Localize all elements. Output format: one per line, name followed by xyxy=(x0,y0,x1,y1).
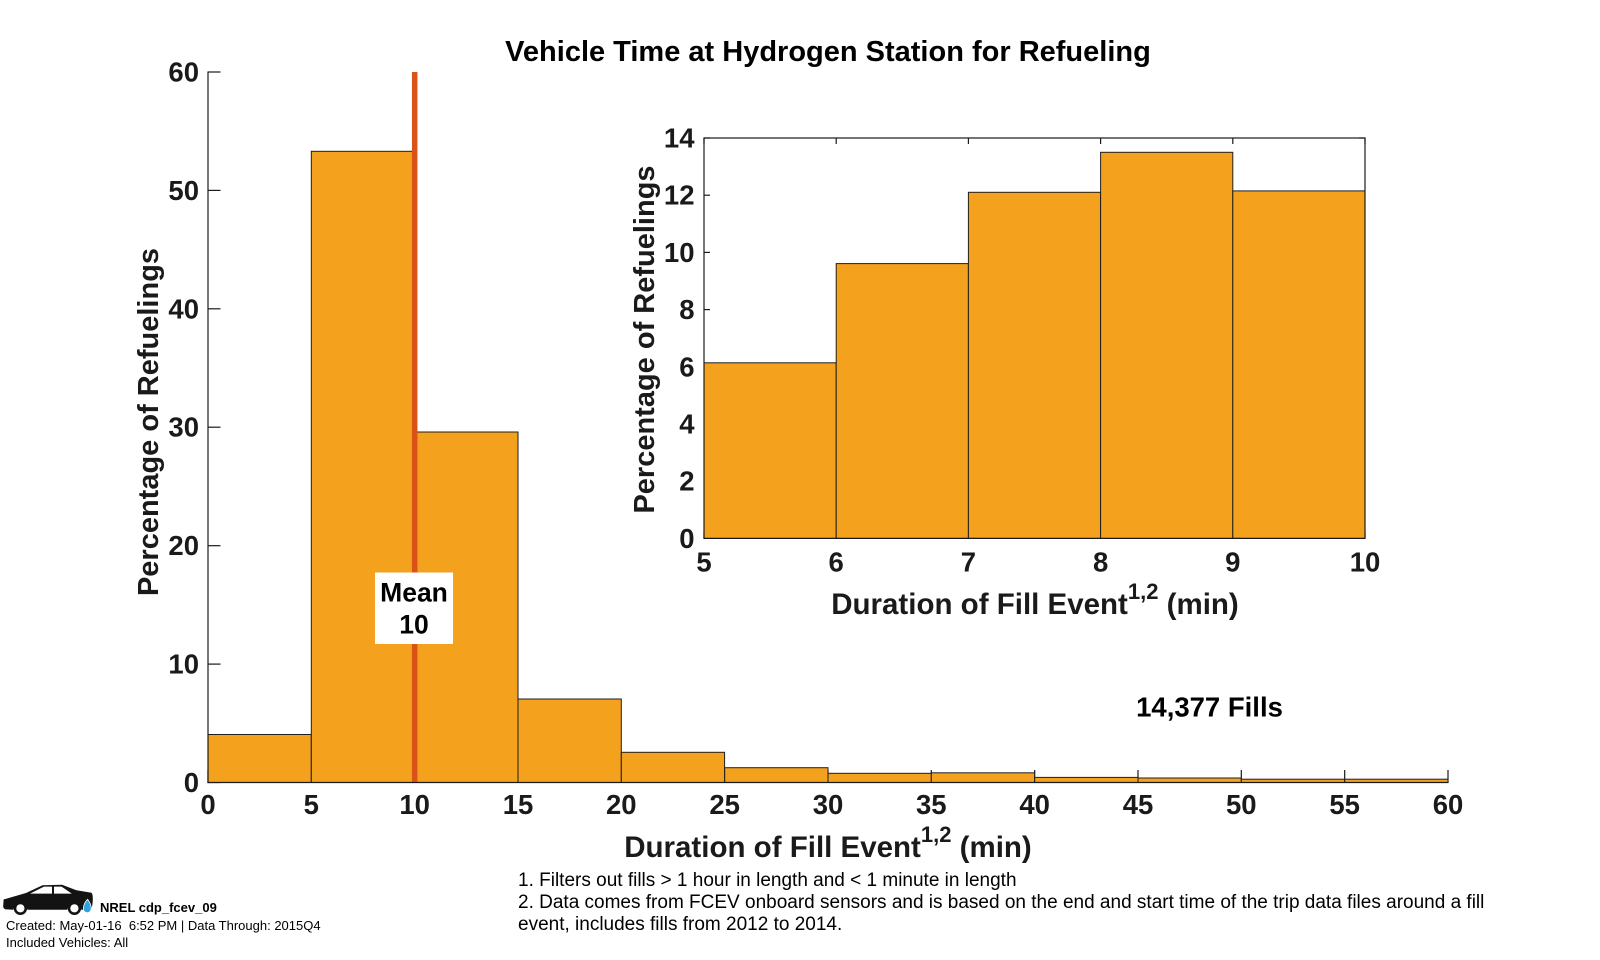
svg-text:40: 40 xyxy=(168,293,199,324)
svg-text:8: 8 xyxy=(679,294,694,325)
svg-text:25: 25 xyxy=(709,789,740,820)
svg-text:30: 30 xyxy=(168,412,199,443)
svg-text:2: 2 xyxy=(679,466,694,497)
svg-text:35: 35 xyxy=(916,789,947,820)
svg-text:0: 0 xyxy=(184,767,199,798)
svg-text:60: 60 xyxy=(1433,789,1464,820)
svg-text:Included Vehicles: All: Included Vehicles: All xyxy=(6,935,128,950)
svg-text:12: 12 xyxy=(664,180,695,211)
svg-text:30: 30 xyxy=(813,789,844,820)
svg-text:15: 15 xyxy=(503,789,534,820)
svg-text:8: 8 xyxy=(1093,547,1108,578)
svg-text:50: 50 xyxy=(1226,789,1257,820)
svg-text:14: 14 xyxy=(664,123,695,154)
svg-text:10: 10 xyxy=(399,610,428,640)
svg-text:1. Filters out fills > 1 hour: 1. Filters out fills > 1 hour in length … xyxy=(518,870,1017,891)
svg-text:20: 20 xyxy=(168,530,199,561)
svg-text:4: 4 xyxy=(679,409,695,440)
svg-text:40: 40 xyxy=(1019,789,1050,820)
svg-text:10: 10 xyxy=(1350,547,1381,578)
svg-text:45: 45 xyxy=(1123,789,1154,820)
svg-text:7: 7 xyxy=(961,547,976,578)
svg-text:6: 6 xyxy=(829,547,844,578)
svg-text:10: 10 xyxy=(399,789,430,820)
svg-text:14,377 Fills: 14,377 Fills xyxy=(1136,692,1283,723)
svg-text:event, includes fills from 201: event, includes fills from 2012 to 2014. xyxy=(518,914,842,935)
svg-text:5: 5 xyxy=(304,789,319,820)
svg-text:5: 5 xyxy=(696,547,711,578)
svg-text:Vehicle Time at Hydrogen Stati: Vehicle Time at Hydrogen Station for Ref… xyxy=(505,36,1151,68)
svg-text:9: 9 xyxy=(1225,547,1240,578)
svg-text:6: 6 xyxy=(679,351,694,382)
svg-text:2. Data comes from FCEV onboar: 2. Data comes from FCEV onboard sensors … xyxy=(518,892,1484,913)
svg-text:0: 0 xyxy=(679,523,694,554)
svg-text:Created: May-01-16 6:52 PM |: Created: May-01-16 6:52 PM | Data Throug… xyxy=(6,918,321,933)
svg-text:Percentage of Refuelings: Percentage of Refuelings xyxy=(133,248,165,596)
svg-text:60: 60 xyxy=(168,57,199,88)
svg-text:Percentage of Refuelings: Percentage of Refuelings xyxy=(629,165,661,513)
svg-text:55: 55 xyxy=(1329,789,1360,820)
svg-text:20: 20 xyxy=(606,789,637,820)
svg-text:10: 10 xyxy=(168,649,199,680)
svg-text:Mean: Mean xyxy=(380,578,448,608)
svg-text:0: 0 xyxy=(200,789,215,820)
svg-text:10: 10 xyxy=(664,237,695,268)
svg-text:NREL cdp_fcev_09: NREL cdp_fcev_09 xyxy=(100,900,217,915)
svg-text:50: 50 xyxy=(168,175,199,206)
